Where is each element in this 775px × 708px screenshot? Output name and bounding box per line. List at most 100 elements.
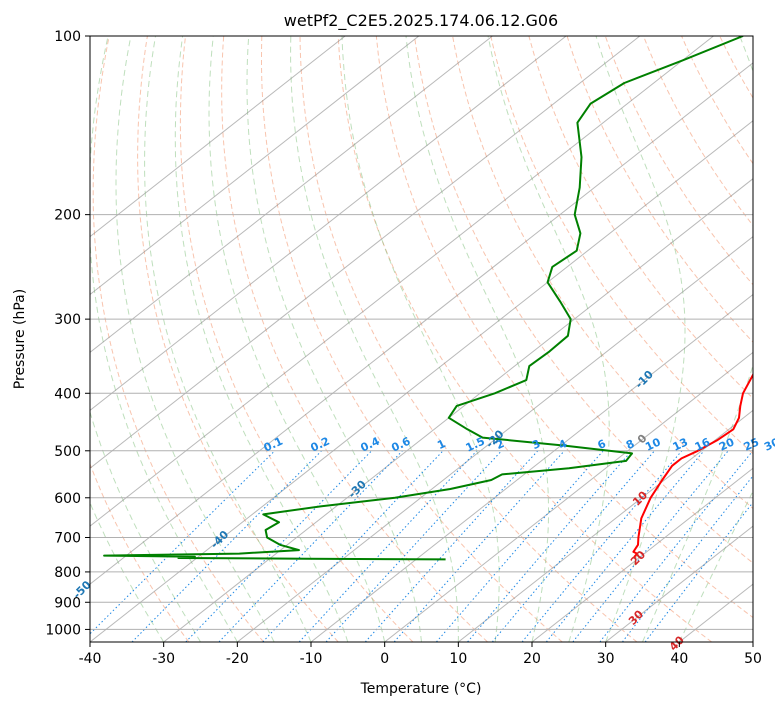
moist-adiabat: [487, 36, 610, 642]
moist-adiabat: [678, 490, 753, 642]
moist-adiabat: [246, 36, 422, 642]
isotherm-line: [90, 36, 420, 296]
mixing-ratio-label: 16: [693, 435, 713, 453]
series-layer: [103, 36, 753, 561]
dry-adiabat: [261, 36, 563, 642]
isotherm-line: [384, 351, 753, 642]
y-axis-title: Pressure (hPa): [12, 289, 28, 389]
x-tick-label: 10: [449, 651, 467, 667]
x-tick-label: 50: [744, 651, 762, 667]
mixing-ratio-label: 8: [624, 437, 636, 452]
x-tick-label: 0: [380, 651, 389, 667]
mixing-ratio-line: [262, 450, 444, 642]
axis-layer: -40 -30 -20 -10 0 10 20 30 40 50 1000 900 800 700 600 5…: [45, 29, 762, 667]
isotherm-label: 30: [626, 607, 646, 627]
isopleth-label-layer: 0.10.20.40.611.52346810131620253036-100-…: [70, 368, 775, 654]
moist-adiabat: [642, 36, 753, 642]
mixing-ratio-line: [545, 450, 705, 642]
mixing-ratio-line: [90, 450, 276, 635]
dry-adiabat: [221, 36, 488, 642]
y-tick-label: 700: [54, 531, 81, 547]
dry-adiabat: [719, 36, 753, 99]
mixing-ratio-label: 3: [530, 437, 542, 452]
moist-adiabat: [115, 36, 275, 642]
mixing-ratio-label: 30: [762, 435, 775, 453]
isotherm-line: [90, 36, 346, 238]
moist-adiabat: [174, 36, 349, 642]
x-axis-title: Temperature (°C): [360, 681, 482, 697]
dry-adiabat: [566, 36, 753, 343]
isotherm-line: [90, 36, 641, 469]
mixing-ratio-label: 25: [742, 435, 761, 453]
x-tick-label: 20: [523, 651, 541, 667]
moist-adiabat: [341, 36, 500, 642]
mixing-ratio-line: [218, 450, 403, 642]
dry-adiabat: [90, 462, 190, 642]
y-tick-label: 300: [54, 312, 81, 328]
moist-adiabat: [208, 36, 386, 642]
y-tick-label: 900: [54, 595, 81, 611]
chart-title: wetPf2_C2E5.2025.174.06.12.G06: [284, 11, 558, 31]
isotherm-line: [605, 525, 753, 642]
isotherm-line: [90, 120, 753, 642]
mixing-ratio-line: [393, 450, 565, 642]
isotherm-line: [90, 36, 493, 354]
grid-layer: [90, 36, 775, 642]
dry-adiabat: [490, 36, 753, 455]
mixing-ratio-label: 10: [643, 435, 663, 453]
x-tick-label: -20: [226, 651, 249, 667]
mixing-ratio-label: 20: [717, 435, 737, 453]
isotherm-line: [531, 467, 753, 642]
x-tick-label: 30: [597, 651, 615, 667]
x-tick-label: 40: [670, 651, 688, 667]
dry-adiabat: [414, 36, 753, 564]
dry-adiabat: [92, 36, 264, 642]
moist-adiabat: [90, 36, 238, 642]
temperature-line: [632, 372, 753, 558]
y-tick-label: 600: [54, 491, 81, 507]
dewpoint-line: [103, 36, 744, 561]
mixing-ratio-line: [131, 450, 322, 642]
x-tick-label: -30: [152, 651, 175, 667]
x-tick-label: -40: [79, 651, 102, 667]
mixing-ratio-line: [572, 450, 729, 642]
dry-adiabat: [179, 36, 414, 642]
moist-adiabat: [90, 501, 165, 642]
mixing-ratio-line: [436, 450, 604, 642]
mixing-ratio-line: [185, 450, 372, 642]
mixing-ratio-line: [599, 450, 753, 642]
isotherm-line: [90, 36, 567, 411]
dry-adiabat: [375, 36, 753, 619]
isotherm-label: -40: [208, 528, 231, 551]
mixing-ratio-line: [325, 450, 502, 642]
dry-adiabat: [642, 36, 753, 227]
y-tick-label: 200: [54, 208, 81, 224]
mixing-ratio-label: 0.2: [309, 435, 332, 455]
mixing-ratio-label: 1: [435, 437, 447, 452]
mixing-ratio-line: [364, 450, 539, 642]
isotherm-line: [237, 235, 753, 642]
dry-adiabat: [681, 36, 753, 165]
dry-adiabat: [758, 36, 775, 642]
isotherm-line: [163, 178, 753, 642]
mixing-ratio-label: 13: [671, 435, 690, 453]
mixing-ratio-label: 0.6: [389, 434, 412, 454]
y-tick-label: 1000: [45, 622, 81, 638]
y-tick-label: 500: [54, 444, 81, 460]
mixing-ratio-line: [521, 450, 683, 642]
mixing-ratio-line: [491, 450, 655, 642]
moist-adiabat: [405, 36, 549, 642]
isotherm-line: [679, 583, 753, 642]
isotherm-line: [458, 409, 753, 642]
mixing-ratio-line: [621, 475, 753, 642]
dry-adiabat: [337, 36, 713, 642]
mixing-ratio-label: 0.1: [262, 435, 285, 455]
dry-adiabat: [137, 36, 339, 642]
moist-adiabat: [290, 36, 459, 642]
isotherm-line: [90, 62, 753, 585]
isotherm-label: -10: [633, 368, 656, 391]
plot-frame: [89, 35, 754, 643]
isotherm-line: [752, 641, 753, 642]
y-tick-label: 100: [54, 29, 81, 45]
